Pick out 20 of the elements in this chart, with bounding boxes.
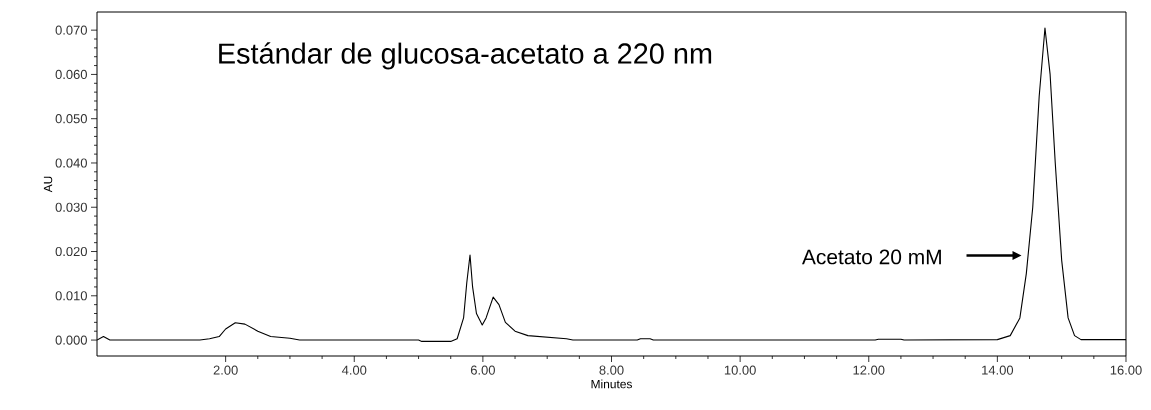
y-tick-label: 0.030: [55, 202, 87, 212]
annotation: Acetato 20 mM: [801, 249, 941, 265]
x-tick-label: 14.00: [982, 365, 1014, 375]
y-tick-label: 0.060: [55, 69, 87, 80]
y-tick-label: 0.050: [55, 114, 87, 124]
y-tick-label: 0.020: [55, 246, 87, 257]
x-tick-label: 12.00: [853, 365, 885, 375]
x-axis-title: Minutes: [591, 379, 632, 389]
text: Estándar de glucosa-acetato a 220 nm: [219, 42, 712, 70]
y-tick-label: 0.000: [55, 335, 87, 345]
y-tick-label: 0.040: [55, 158, 87, 168]
x-tick-label: 8.00: [599, 365, 624, 375]
y-tick-label: 0.010: [55, 291, 87, 301]
x-tick-label: 16.00: [1110, 365, 1142, 375]
y-tick-label: 0.070: [55, 25, 87, 35]
x-tick-label: 2.00: [213, 365, 238, 375]
x-tick-label: 6.00: [470, 365, 495, 375]
x-tick-label: 4.00: [341, 365, 367, 375]
y-axis-title: AU: [43, 176, 53, 193]
x-tick-label: 10.00: [724, 365, 756, 375]
